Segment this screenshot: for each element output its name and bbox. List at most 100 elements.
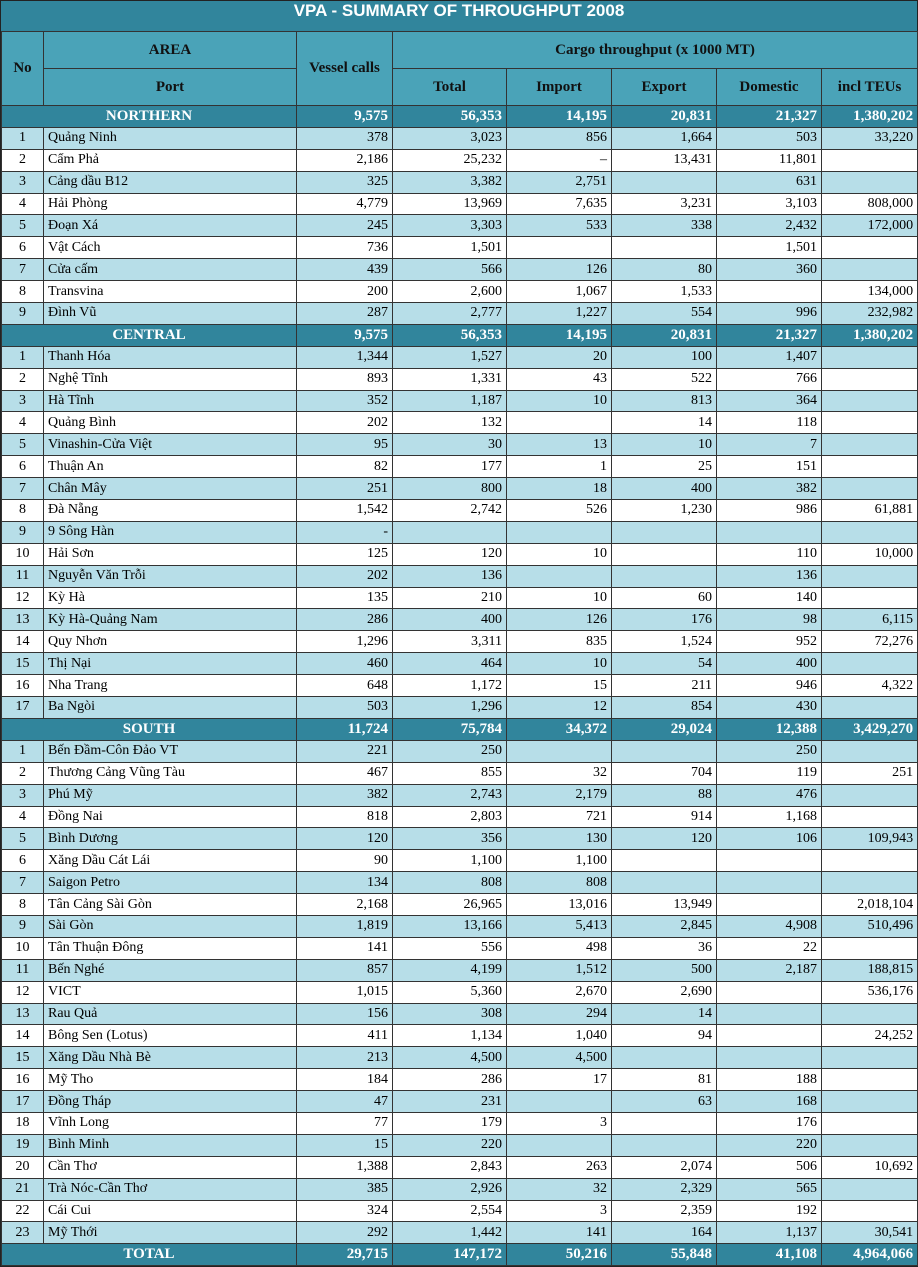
cell: 14 [611, 1002, 717, 1026]
cell: 15 [1, 1046, 44, 1070]
cell: 172,000 [820, 214, 918, 238]
cell: 3,103 [716, 192, 822, 216]
cell: 263 [506, 1155, 612, 1179]
cell: 1,542 [296, 499, 393, 522]
cell: 9 [1, 302, 44, 325]
table-row: 1 Bến Đầm-Côn Đảo VT 221 250 250 [1, 739, 918, 763]
cell: 533 [506, 214, 612, 238]
cell: 25,232 [392, 148, 507, 172]
cell: 1,134 [392, 1024, 507, 1048]
cell: 56,353 [392, 105, 507, 128]
cell: 1,067 [506, 280, 612, 304]
cell: 294 [506, 1002, 612, 1026]
cell: 364 [716, 389, 822, 413]
table-row: 11 Bến Nghé 857 4,199 1,512 500 2,187 188,815 [1, 958, 918, 982]
cell: 1,524 [611, 630, 717, 654]
cell: 60 [611, 586, 717, 610]
table-row: 8 Tân Cảng Sài Gòn 2,168 26,965 13,016 13,949… [1, 893, 918, 916]
cell: 30 [392, 433, 507, 457]
cell: Transvina [43, 280, 297, 304]
cell: Bến Nghé [43, 958, 297, 982]
cell: 202 [296, 564, 393, 588]
cell: Thuận An [43, 455, 297, 479]
cell: 360 [716, 258, 822, 282]
cell: 250 [716, 739, 822, 763]
header-cell: incl TEUs [820, 68, 918, 106]
cell: 118 [716, 411, 822, 435]
cell: 4 [1, 805, 44, 829]
cell: 15 [296, 1133, 393, 1157]
cell: 1,527 [392, 345, 507, 369]
cell: 565 [716, 1177, 822, 1201]
cell: 9 [1, 914, 44, 938]
cell: 15 [1, 652, 44, 676]
cell: 2 [1, 367, 44, 391]
cell: 17 [1, 1090, 44, 1113]
cell: 13 [506, 433, 612, 457]
cell: 220 [392, 1133, 507, 1157]
cell: 20,831 [611, 105, 717, 128]
cell: 500 [611, 958, 717, 982]
cell: 10 [506, 652, 612, 676]
cell: 7,635 [506, 192, 612, 216]
cell: 411 [296, 1024, 393, 1048]
cell: 18 [506, 477, 612, 501]
table-row: 2 Cẩm Phả 2,186 25,232–13,431 11,801 [1, 148, 918, 172]
cell: 556 [392, 936, 507, 960]
cell: 2,329 [611, 1177, 717, 1201]
cell: 2,187 [716, 958, 822, 982]
header-cell: Total [392, 68, 507, 106]
cell [820, 849, 918, 873]
cell: CENTRAL [1, 323, 297, 347]
cell: 835 [506, 630, 612, 654]
cell: 188,815 [820, 958, 918, 982]
cell [820, 1002, 918, 1026]
cell [716, 1046, 822, 1070]
cell [820, 367, 918, 391]
cell: 1,380,202 [820, 105, 918, 128]
cell: 1,100 [392, 849, 507, 873]
cell: 2,743 [392, 783, 507, 807]
cell: 986 [716, 499, 822, 522]
cell: 136 [716, 564, 822, 588]
header-cell: Cargo throughput (x 1000 MT) [391, 31, 918, 69]
cell [820, 805, 918, 829]
cell: 75,784 [392, 717, 507, 741]
cell: 1,344 [296, 345, 393, 369]
table-row: 10 Hải Sơn 125 120 10 110 10,000 [1, 542, 918, 566]
cell: 14,195 [506, 105, 612, 128]
cell: 21,327 [716, 323, 822, 347]
cell: 2 [1, 148, 44, 172]
cell: 77 [296, 1111, 393, 1135]
cell: 95 [296, 433, 393, 457]
cell: 952 [716, 630, 822, 654]
cell: Bình Dương [43, 827, 297, 851]
cell: Tân Cảng Sài Gòn [43, 893, 297, 916]
header-cell: Domestic [716, 68, 822, 106]
cell: 2,926 [392, 1177, 507, 1201]
cell: Nguyễn Văn Trỗi [43, 564, 297, 588]
cell [820, 1090, 918, 1113]
cell: 184 [296, 1068, 393, 1092]
cell: 8 [1, 280, 44, 304]
table-row: 21 Trà Nóc-Cần Thơ 385 2,926 32 2,329 565 [1, 1177, 918, 1201]
throughput-table: No AREA Vessel calls Cargo throughput (x… [1, 31, 918, 1267]
cell: 80 [611, 258, 717, 282]
cell [716, 520, 822, 544]
cell: 100 [611, 345, 717, 369]
cell: Vĩnh Long [43, 1111, 297, 1135]
cell: 648 [296, 674, 393, 698]
cell: 467 [296, 761, 393, 785]
cell: Đồng Nai [43, 805, 297, 829]
cell: 1,227 [506, 302, 612, 325]
cell: Bông Sen (Lotus) [43, 1024, 297, 1048]
cell: 32 [506, 761, 612, 785]
cell: 119 [716, 761, 822, 785]
cell [820, 170, 918, 194]
cell: 94 [611, 1024, 717, 1048]
cell: 5,413 [506, 914, 612, 938]
cell: 2,018,104 [820, 893, 918, 916]
cell: 81 [611, 1068, 717, 1092]
cell: 23 [1, 1221, 44, 1245]
